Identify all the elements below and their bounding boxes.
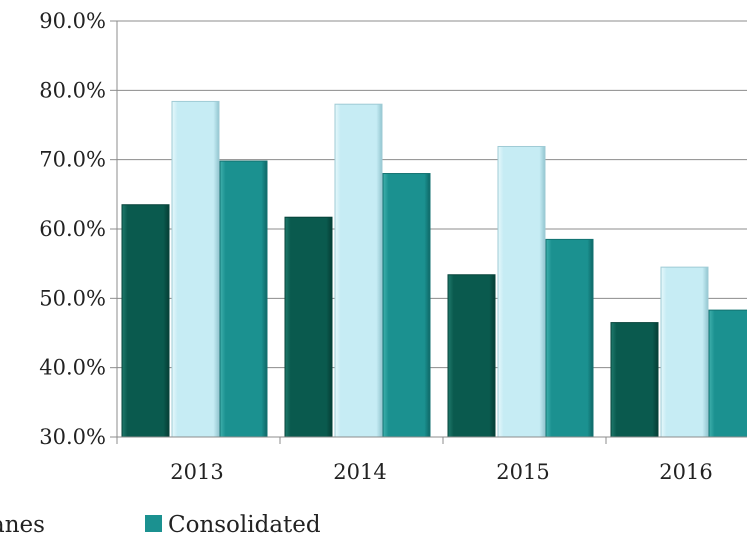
y-tick-label: 70.0% bbox=[39, 148, 106, 172]
y-tick-label: 60.0% bbox=[39, 217, 106, 241]
x-tick-label: 2015 bbox=[496, 460, 549, 484]
y-tick-label: 50.0% bbox=[39, 286, 106, 310]
x-tick-label: 2014 bbox=[333, 460, 386, 484]
legend-swatch-consolidated bbox=[145, 515, 162, 532]
bar-2015-series-2 bbox=[497, 145, 546, 438]
legend-label-consolidated: Consolidated bbox=[168, 512, 321, 538]
bar-2015-series-3 bbox=[545, 238, 594, 438]
bar-2014-series-2 bbox=[334, 103, 383, 438]
x-tick-label: 2016 bbox=[659, 460, 712, 484]
y-axis: 30.0% 40.0% 50.0% 60.0% 70.0% 80.0% 90.0% bbox=[39, 9, 118, 449]
bar-2013-series-2 bbox=[171, 100, 220, 438]
y-tick-label: 90.0% bbox=[39, 9, 106, 33]
x-axis: 2013 2014 2015 2016 bbox=[116, 436, 747, 484]
y-tick-label: 80.0% bbox=[39, 78, 106, 102]
x-tick-label: 2013 bbox=[170, 460, 223, 484]
legend-label-partial: anes bbox=[0, 512, 45, 538]
bars bbox=[121, 100, 747, 438]
bar-2016-series-1 bbox=[610, 322, 659, 438]
bar-2013-series-3 bbox=[219, 160, 268, 438]
bar-2013-series-1 bbox=[121, 204, 170, 438]
bar-2016-series-3 bbox=[708, 309, 747, 438]
bar-2014-series-3 bbox=[382, 173, 431, 438]
bar-2014-series-1 bbox=[284, 216, 333, 438]
y-tick-label: 30.0% bbox=[39, 425, 106, 449]
legend: anes Consolidated bbox=[0, 512, 321, 538]
y-tick-label: 40.0% bbox=[39, 356, 106, 380]
bar-2016-series-2 bbox=[660, 266, 709, 438]
bar-2015-series-1 bbox=[447, 274, 496, 438]
